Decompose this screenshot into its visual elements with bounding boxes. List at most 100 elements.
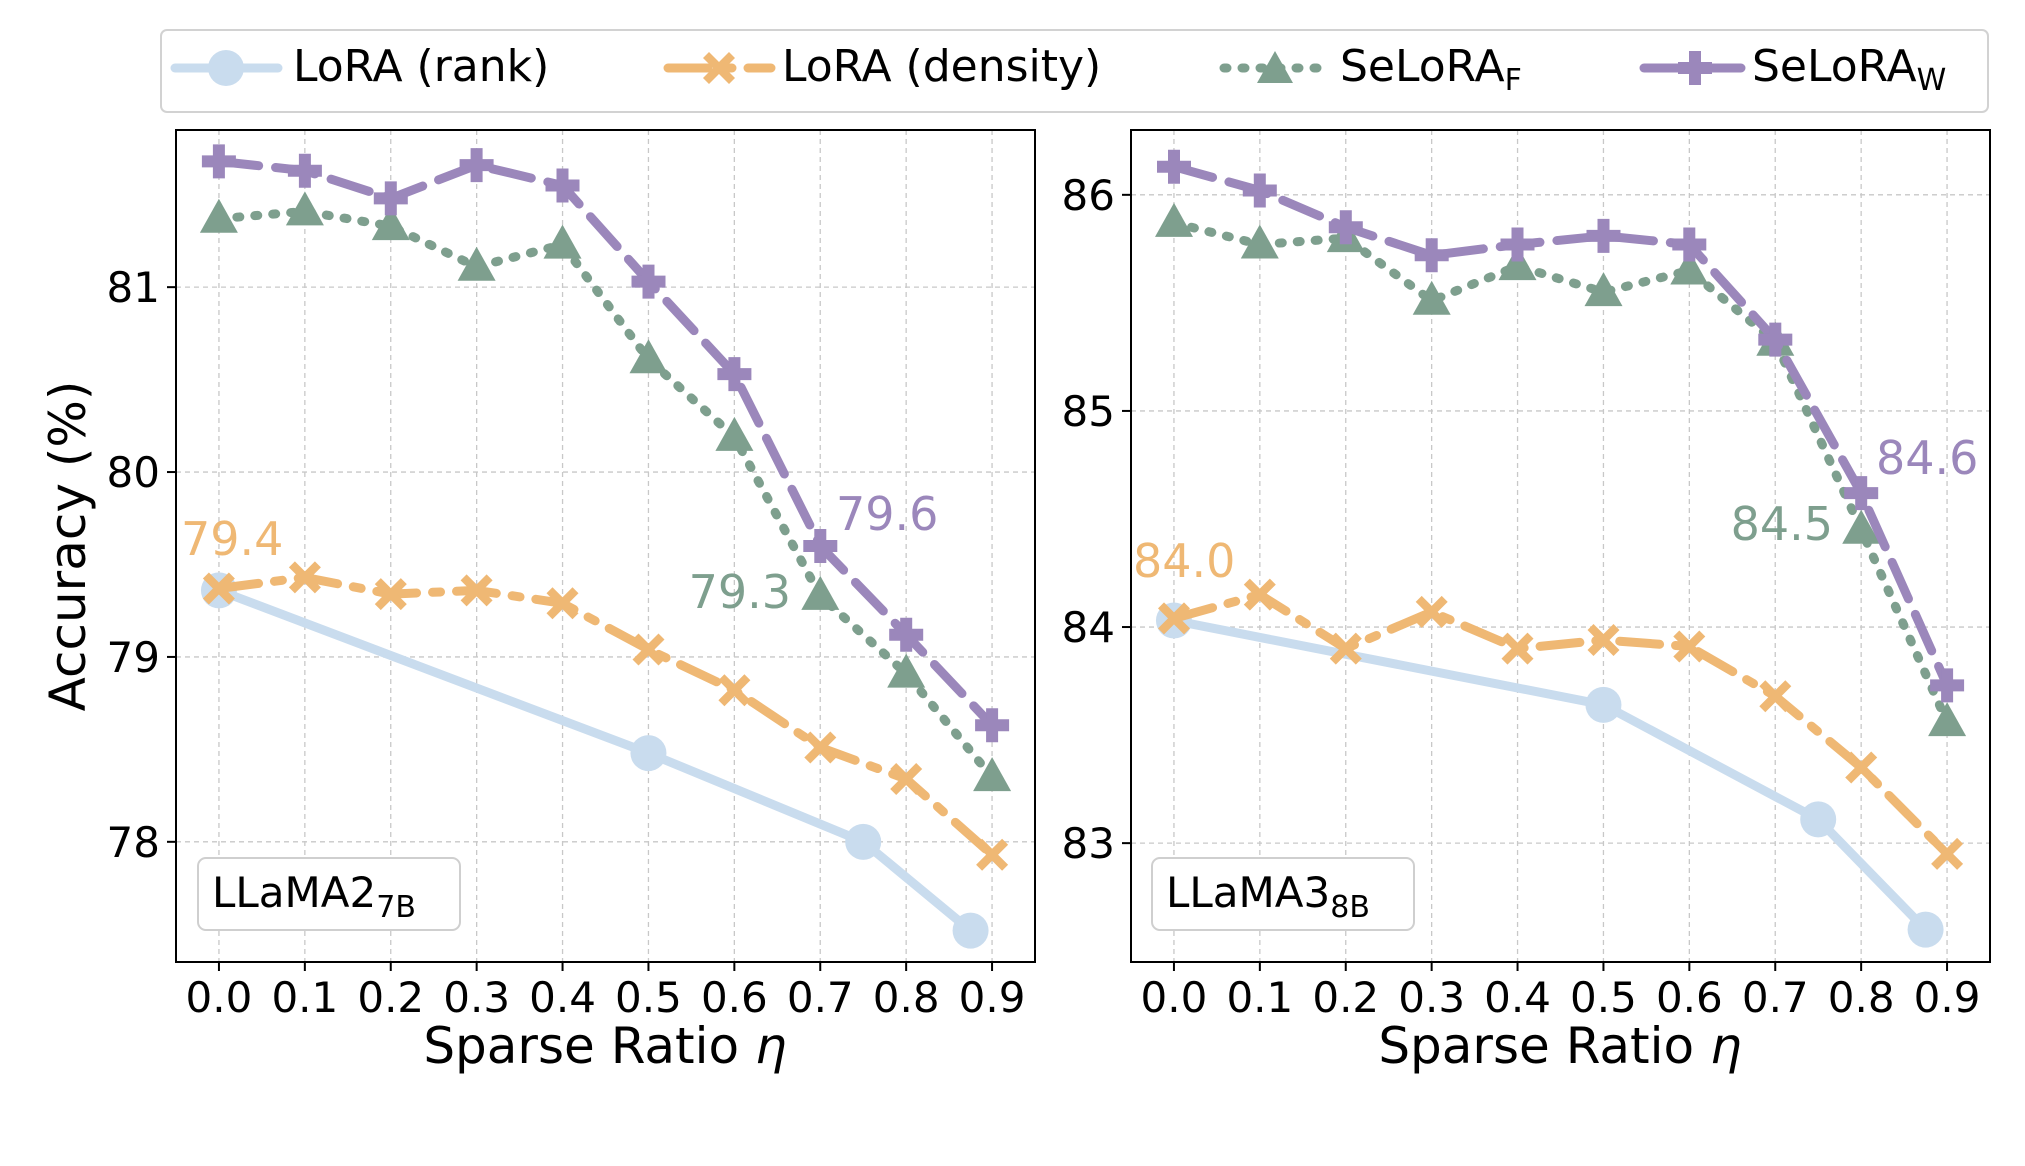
y-tick-label: 79	[107, 633, 160, 682]
data-point-lora-density	[1931, 837, 1964, 870]
data-point-selora-w	[975, 708, 1010, 743]
data-point-selora-f	[543, 224, 582, 259]
data-point-selora-w	[287, 153, 322, 188]
x-axis-label-llama2: Sparse Ratio η	[423, 1017, 786, 1075]
x-tick-label: 0.2	[357, 973, 424, 1022]
data-point-selora-w	[1414, 238, 1449, 273]
panel-label-llama2: LLaMA27B	[212, 868, 416, 925]
data-point-lora-density	[890, 763, 923, 795]
data-point-selora-w	[1672, 227, 1707, 262]
ticks-llama2: 0.0 0.1 0.2 0.3 0.4 0.5 0.6 0.7 0.8 0.9 78 79 80 81	[107, 263, 1026, 1022]
data-point-selora-w	[201, 144, 236, 179]
series-llama2	[199, 144, 1012, 949]
data-point-selora-w	[1500, 227, 1535, 262]
series-line-lora-density	[1169, 590, 1952, 859]
panel-llama3: 0.0 0.1 0.2 0.3 0.4 0.5 0.6 0.7 0.8 0.9 83 84 85 86 8…	[1062, 129, 1991, 1075]
data-point-lora-density	[718, 674, 751, 707]
y-tick-label: 81	[107, 263, 160, 312]
series-line-selora-f	[214, 206, 997, 782]
data-point-selora-f	[629, 339, 668, 374]
data-point-lora-density	[1243, 578, 1276, 611]
data-point-lora-density	[1673, 630, 1706, 663]
data-point-selora-f	[1498, 246, 1537, 281]
annotation-selora-w-llama3: 84.6	[1876, 431, 1978, 485]
data-point-selora-w	[545, 168, 580, 203]
data-point-selora-w	[1157, 149, 1191, 184]
data-point-selora-f	[457, 246, 496, 281]
data-point-selora-f	[1842, 509, 1881, 544]
data-point-selora-w	[1586, 218, 1621, 253]
x-tick-label: 0.9	[1914, 973, 1981, 1022]
panel-label-box-llama2: LLaMA27B	[197, 857, 461, 931]
panel-label-sub-llama3: 8B	[1330, 890, 1370, 925]
legend-label-lora-density: LoRA (density)	[782, 41, 1101, 92]
series-line-lora-rank	[1169, 616, 1931, 935]
data-point-selora-f	[887, 653, 926, 688]
data-point-selora-w	[1930, 668, 1965, 703]
x-tick-label: 0.0	[186, 973, 253, 1022]
panel-llama2: 0.0 0.1 0.2 0.3 0.4 0.5 0.6 0.7 0.8 0.9 78 79 80 81 7…	[39, 129, 1036, 1075]
y-axis-label: Accuracy (%)	[39, 381, 97, 712]
data-point-selora-f	[1155, 202, 1193, 237]
legend-entry-selora-f: SeLoRAF	[1219, 41, 1522, 98]
annotation-selora-f-llama2: 79.3	[689, 565, 791, 619]
data-point-lora-density	[976, 838, 1009, 871]
data-point-lora-rank	[1800, 801, 1837, 838]
data-point-selora-w	[1328, 210, 1363, 245]
x-tick-label: 0.1	[1226, 973, 1293, 1022]
series-line-selora-f	[1169, 218, 1952, 727]
panel-label-box-llama3: LLaMA38B	[1151, 857, 1415, 931]
data-point-selora-f	[1240, 224, 1279, 259]
data-point-lora-density	[460, 574, 493, 607]
x-tick-label: 0.1	[271, 973, 338, 1022]
data-point-selora-w	[631, 264, 666, 299]
x-tick-label: 0.4	[529, 973, 596, 1022]
legend-entry-lora-density: LoRA (density)	[663, 41, 1101, 92]
data-point-selora-f	[715, 416, 754, 451]
x-tick-label: 0.8	[873, 973, 940, 1022]
x-tick-label: 0.9	[959, 973, 1026, 1022]
data-point-lora-density	[374, 578, 407, 611]
y-tick-label: 85	[1062, 387, 1115, 436]
x-tick-label: 0.7	[1742, 973, 1809, 1022]
y-tick-label: 86	[1062, 171, 1115, 220]
y-tick-label: 84	[1062, 603, 1115, 652]
series-line-selora-w	[214, 156, 997, 730]
series-line-lora-rank	[214, 585, 976, 936]
annotation-lora-density-llama3: 84.0	[1133, 534, 1235, 588]
legend-marker-plus	[1678, 51, 1712, 85]
grid-llama2	[176, 130, 1035, 962]
x-tick-label: 0.5	[615, 973, 682, 1022]
data-point-lora-density	[1158, 602, 1190, 635]
data-point-lora-density	[288, 561, 321, 594]
data-point-selora-w	[717, 357, 752, 392]
data-point-lora-density	[1329, 632, 1362, 665]
x-tick-label: 0.6	[701, 973, 768, 1022]
x-tick-label: 0.6	[1656, 973, 1723, 1022]
annotation-selora-w-llama2: 79.6	[836, 487, 938, 541]
data-point-lora-density	[1587, 624, 1620, 656]
series-line-lora-density	[214, 572, 997, 860]
panel-label-sub-llama2: 7B	[376, 890, 416, 925]
data-point-selora-w	[1844, 476, 1879, 511]
x-tick-label: 0.0	[1141, 973, 1208, 1022]
annotations-llama2: 79.4 79.3 79.6	[181, 487, 938, 619]
legend: LoRA (rank) LoRA (density) SeLoRAF SeLoR…	[160, 29, 1989, 113]
legend-entry-lora-rank: LoRA (rank)	[170, 41, 549, 92]
series-line-selora-w	[1169, 162, 1952, 690]
x-axis-symbol-llama3: η	[1710, 1017, 1742, 1075]
legend-label-selora-f-sub: F	[1505, 63, 1522, 98]
legend-entry-selora-w: SeLoRAW	[1639, 41, 1946, 98]
data-point-selora-w	[889, 617, 924, 652]
x-axis-label-llama3: Sparse Ratio η	[1378, 1017, 1741, 1075]
legend-marker-triangle	[1257, 51, 1293, 83]
axes-frame-llama2	[175, 129, 1036, 963]
data-point-selora-f	[371, 206, 410, 241]
x-axis-symbol-llama2: η	[755, 1017, 787, 1075]
data-point-lora-rank	[952, 912, 989, 949]
data-point-selora-w	[1758, 322, 1793, 357]
data-point-selora-f	[801, 575, 840, 610]
data-point-selora-w	[1242, 173, 1277, 208]
data-point-lora-density	[202, 572, 235, 605]
